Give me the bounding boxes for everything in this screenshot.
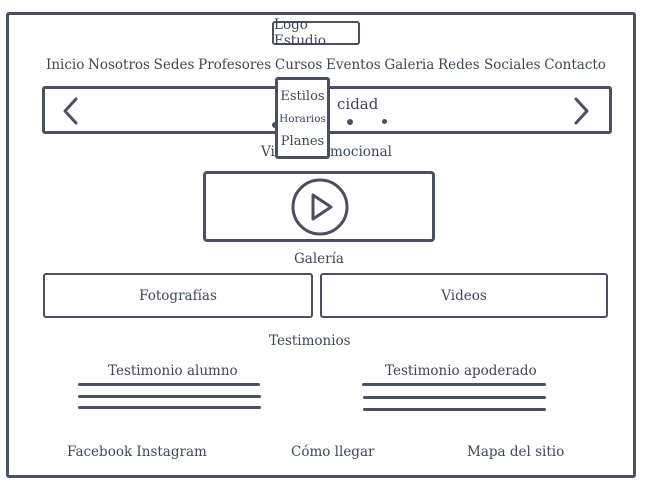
dropdown-item-horarios[interactable]: Horarios	[279, 112, 326, 125]
text-line	[363, 396, 546, 399]
chevron-right-icon[interactable]	[571, 96, 591, 126]
photos-button[interactable]: Fotografías	[43, 273, 313, 318]
page-frame	[6, 12, 636, 478]
cursos-dropdown-menu: Estilos Horarios Planes	[275, 77, 330, 159]
testimonials-title: Testimonios	[269, 333, 351, 349]
carousel-dot[interactable]	[382, 119, 387, 124]
text-line	[363, 408, 546, 411]
logo[interactable]: Logo Estudio	[272, 17, 360, 49]
nav-item-cursos[interactable]: Cursos	[274, 57, 323, 73]
nav-item-profesores[interactable]: Profesores	[198, 57, 272, 73]
carousel-caption: cidad	[337, 95, 379, 113]
text-line	[78, 383, 260, 386]
nav-item-nosotros[interactable]: Nosotros	[88, 57, 150, 73]
video-player[interactable]	[203, 171, 435, 242]
nav-item-eventos[interactable]: Eventos	[326, 57, 381, 73]
text-line	[362, 383, 546, 386]
gallery-title: Galería	[294, 251, 344, 267]
testimonial-guardian-title: Testimonio apoderado	[385, 363, 537, 379]
nav-item-sedes[interactable]: Sedes	[153, 57, 195, 73]
testimonial-student-title: Testimonio alumno	[108, 363, 238, 379]
main-nav: Inicio Nosotros Sedes Profesores Cursos …	[46, 57, 606, 73]
dropdown-item-planes[interactable]: Planes	[280, 134, 325, 150]
nav-item-galeria[interactable]: Galeria	[384, 57, 435, 73]
video-title-right: mocional	[330, 144, 392, 160]
text-line	[78, 406, 261, 409]
carousel-dot[interactable]	[347, 119, 353, 125]
nav-item-inicio[interactable]: Inicio	[46, 57, 85, 73]
videos-button[interactable]: Videos	[320, 273, 608, 318]
footer-sitemap-link[interactable]: Mapa del sitio	[467, 444, 565, 460]
footer-directions-link[interactable]: Cómo llegar	[291, 444, 375, 460]
nav-item-contacto[interactable]: Contacto	[544, 57, 606, 73]
video-title-left: Vi	[261, 144, 275, 160]
footer-social-links[interactable]: Facebook Instagram	[67, 444, 207, 460]
dropdown-item-estilos[interactable]: Estilos	[280, 88, 325, 104]
play-icon[interactable]	[290, 177, 350, 237]
text-line	[78, 395, 261, 398]
chevron-left-icon[interactable]	[61, 96, 81, 126]
nav-item-redes-sociales[interactable]: Redes Sociales	[437, 57, 541, 73]
